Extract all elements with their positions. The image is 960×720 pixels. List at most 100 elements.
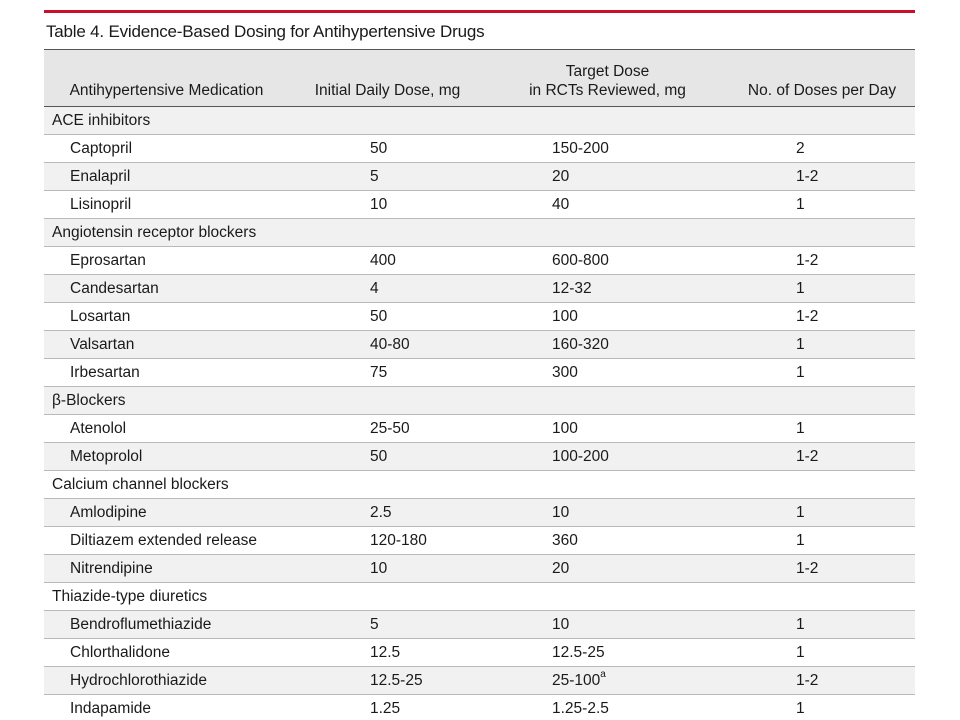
initial-dose-cell: 4 xyxy=(289,274,486,303)
footnote-marker: a xyxy=(600,669,606,681)
table-row: Hydrochlorothiazide 12.5-25 25-100a 1-2 xyxy=(44,666,915,695)
category-row: β-Blockers xyxy=(44,386,915,415)
initial-dose-cell: 1.25 xyxy=(289,694,486,720)
target-dose-cell: 20 xyxy=(486,162,729,191)
table-row: Captopril 50 150-200 2 xyxy=(44,134,915,163)
target-dose-cell: 20 xyxy=(486,554,729,583)
target-dose-value: 12-32 xyxy=(552,279,592,297)
initial-dose-cell: 120-180 xyxy=(289,526,486,555)
target-dose-cell: 1.25-2.5 xyxy=(486,694,729,720)
target-dose-cell: 150-200 xyxy=(486,134,729,163)
target-dose-value: 160-320 xyxy=(552,335,609,353)
drug-name-cell: Lisinopril xyxy=(44,190,289,219)
target-dose-cell: 12.5-25 xyxy=(486,638,729,667)
drug-name-cell: Metoprolol xyxy=(44,442,289,471)
target-dose-value: 10 xyxy=(552,503,570,521)
table-body: ACE inhibitors Captopril 50 150-200 2 Enalapr… xyxy=(44,106,915,720)
drug-name-cell: Amlodipine xyxy=(44,498,289,527)
drug-name-cell: Valsartan xyxy=(44,330,289,359)
target-dose-value: 10 xyxy=(552,615,570,633)
table-row: Eprosartan 400 600-800 1-2 xyxy=(44,246,915,275)
category-row: Angiotensin receptor blockers xyxy=(44,218,915,247)
header-row: Antihypertensive Medication Initial Dail… xyxy=(44,50,915,107)
initial-dose-cell: 2.5 xyxy=(289,498,486,527)
header-doses-per-day: No. of Doses per Day xyxy=(729,50,915,107)
drug-name-cell: Candesartan xyxy=(44,274,289,303)
initial-dose-cell: 50 xyxy=(289,302,486,331)
target-dose-value: 1.25-2.5 xyxy=(552,699,609,717)
header-initial-dose: Initial Daily Dose, mg xyxy=(289,50,486,107)
initial-dose-cell: 10 xyxy=(289,554,486,583)
target-dose-value: 360 xyxy=(552,531,578,549)
target-dose-value: 600-800 xyxy=(552,251,609,269)
target-dose-value: 100 xyxy=(552,307,578,325)
initial-dose-cell: 5 xyxy=(289,610,486,639)
doses-per-day-cell: 1 xyxy=(729,638,915,667)
initial-dose-cell: 12.5 xyxy=(289,638,486,667)
category-row: Calcium channel blockers xyxy=(44,470,915,499)
target-dose-value: 20 xyxy=(552,559,570,577)
category-label: Calcium channel blockers xyxy=(44,470,915,499)
header-medication: Antihypertensive Medication xyxy=(44,50,289,107)
target-dose-cell: 12-32 xyxy=(486,274,729,303)
table-row: Diltiazem extended release 120-180 360 1 xyxy=(44,526,915,555)
doses-per-day-cell: 1-2 xyxy=(729,554,915,583)
table-row: Losartan 50 100 1-2 xyxy=(44,302,915,331)
doses-per-day-cell: 1 xyxy=(729,414,915,443)
table-row: Chlorthalidone 12.5 12.5-25 1 xyxy=(44,638,915,667)
target-dose-cell: 100 xyxy=(486,302,729,331)
target-dose-cell: 160-320 xyxy=(486,330,729,359)
doses-per-day-cell: 1 xyxy=(729,526,915,555)
table-row: Nitrendipine 10 20 1-2 xyxy=(44,554,915,583)
category-label: Angiotensin receptor blockers xyxy=(44,218,915,247)
doses-per-day-cell: 1 xyxy=(729,274,915,303)
target-dose-cell: 100-200 xyxy=(486,442,729,471)
drug-name-cell: Hydrochlorothiazide xyxy=(44,666,289,695)
table-row: Irbesartan 75 300 1 xyxy=(44,358,915,387)
doses-per-day-cell: 1 xyxy=(729,694,915,720)
category-label: ACE inhibitors xyxy=(44,106,915,135)
target-dose-cell: 100 xyxy=(486,414,729,443)
header-target-dose-line2: in RCTs Reviewed, mg xyxy=(529,82,686,99)
drug-name-cell: Losartan xyxy=(44,302,289,331)
table-row: Enalapril 5 20 1-2 xyxy=(44,162,915,191)
table-row: Atenolol 25-50 100 1 xyxy=(44,414,915,443)
table-title: Table 4. Evidence-Based Dosing for Antih… xyxy=(44,13,915,50)
initial-dose-cell: 25-50 xyxy=(289,414,486,443)
initial-dose-cell: 10 xyxy=(289,190,486,219)
drug-name-cell: Enalapril xyxy=(44,162,289,191)
target-dose-cell: 360 xyxy=(486,526,729,555)
target-dose-cell: 40 xyxy=(486,190,729,219)
category-label: Thiazide-type diuretics xyxy=(44,582,915,611)
doses-per-day-cell: 1-2 xyxy=(729,666,915,695)
table-row: Candesartan 4 12-32 1 xyxy=(44,274,915,303)
table-row: Indapamide 1.25 1.25-2.5 1 xyxy=(44,694,915,720)
target-dose-value: 40 xyxy=(552,195,570,213)
initial-dose-cell: 40-80 xyxy=(289,330,486,359)
table-row: Bendroflumethiazide 5 10 1 xyxy=(44,610,915,639)
doses-per-day-cell: 1 xyxy=(729,498,915,527)
header-target-dose: Target Dose in RCTs Reviewed, mg xyxy=(486,50,729,107)
target-dose-cell: 10 xyxy=(486,610,729,639)
target-dose-value: 25-100 xyxy=(552,671,601,689)
doses-per-day-cell: 1 xyxy=(729,330,915,359)
target-dose-cell: 25-100a xyxy=(486,666,729,695)
target-dose-value: 100 xyxy=(552,419,578,437)
doses-per-day-cell: 1-2 xyxy=(729,302,915,331)
initial-dose-cell: 5 xyxy=(289,162,486,191)
doses-per-day-cell: 1-2 xyxy=(729,442,915,471)
table-row: Lisinopril 10 40 1 xyxy=(44,190,915,219)
target-dose-cell: 600-800 xyxy=(486,246,729,275)
drug-name-cell: Captopril xyxy=(44,134,289,163)
drug-name-cell: Indapamide xyxy=(44,694,289,720)
doses-per-day-cell: 1-2 xyxy=(729,246,915,275)
drug-name-cell: Chlorthalidone xyxy=(44,638,289,667)
target-dose-cell: 300 xyxy=(486,358,729,387)
dosing-table: Antihypertensive Medication Initial Dail… xyxy=(44,50,915,720)
doses-per-day-cell: 1-2 xyxy=(729,162,915,191)
table-row: Metoprolol 50 100-200 1-2 xyxy=(44,442,915,471)
initial-dose-cell: 75 xyxy=(289,358,486,387)
doses-per-day-cell: 1 xyxy=(729,190,915,219)
drug-name-cell: Irbesartan xyxy=(44,358,289,387)
table-row: Valsartan 40-80 160-320 1 xyxy=(44,330,915,359)
